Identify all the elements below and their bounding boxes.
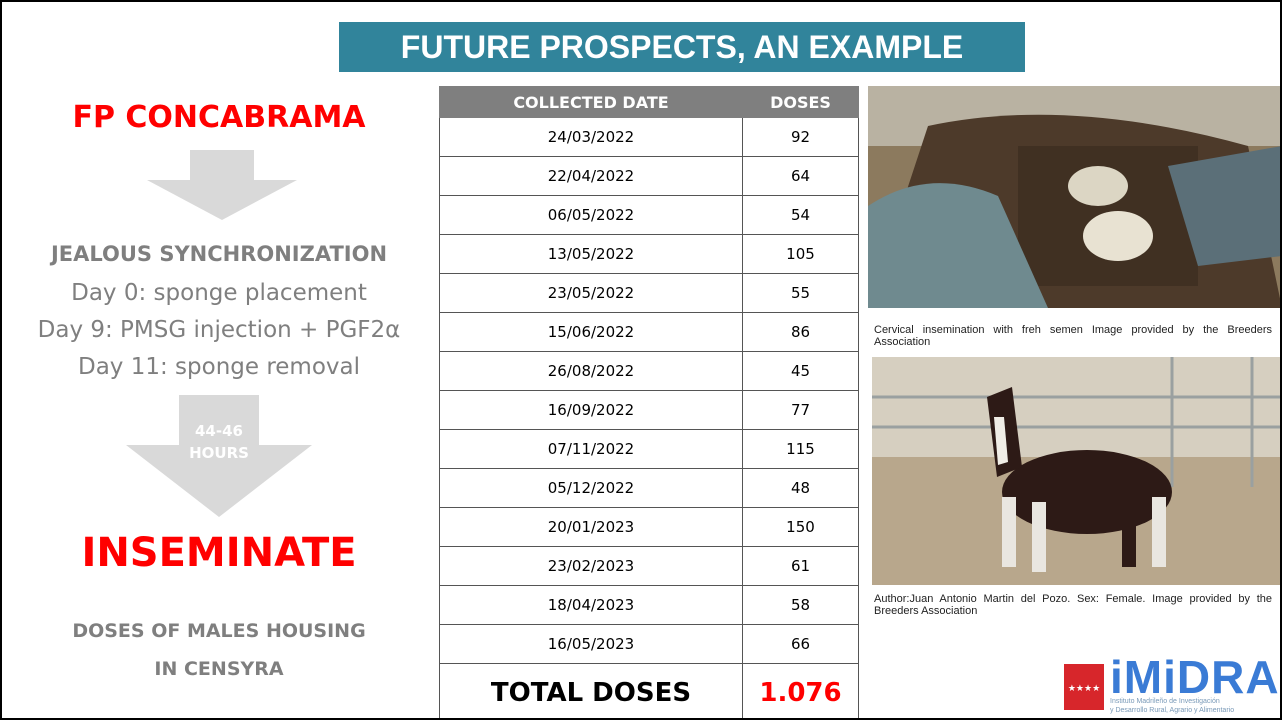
logo-subtitle: y Desarrollo Rural, Agrario y Alimentari… (1110, 707, 1234, 714)
doses-cell: 61 (743, 547, 859, 586)
heading: FP CONCABRAMA (2, 100, 436, 135)
slide: FUTURE PROSPECTS, AN EXAMPLE FP CONCABRA… (0, 0, 1282, 720)
doses-cell: 64 (743, 157, 859, 196)
column-header: DOSES (743, 87, 859, 118)
total-value: 1.076 (743, 664, 859, 720)
doses-cell: 45 (743, 352, 859, 391)
date-cell: 05/12/2022 (440, 469, 743, 508)
date-cell: 07/11/2022 (440, 430, 743, 469)
logo-flag: ★★★★ (1064, 664, 1104, 710)
action: INSEMINATE (2, 530, 436, 576)
interval-unit: HOURS (2, 444, 436, 462)
photo-insemination (868, 86, 1282, 308)
column-header: COLLECTED DATE (440, 87, 743, 118)
note: DOSES OF MALES HOUSING (2, 620, 436, 642)
date-cell: 06/05/2022 (440, 196, 743, 235)
doses-cell: 92 (743, 118, 859, 157)
protocol-step: Day 0: sponge placement (2, 280, 436, 306)
date-cell: 22/04/2022 (440, 157, 743, 196)
date-cell: 16/09/2022 (440, 391, 743, 430)
date-cell: 18/04/2023 (440, 586, 743, 625)
arrow (142, 150, 302, 222)
doses-cell: 48 (743, 469, 859, 508)
svg-text:★★★★: ★★★★ (1068, 683, 1100, 693)
logo-subtitle: Instituto Madrileño de Investigación (1110, 698, 1220, 705)
doses-cell: 58 (743, 586, 859, 625)
doses-cell: 150 (743, 508, 859, 547)
doses-cell: 105 (743, 235, 859, 274)
doses-cell: 77 (743, 391, 859, 430)
doses-cell: 86 (743, 313, 859, 352)
protocol-step: Day 9: PMSG injection + PGF2α (2, 317, 436, 343)
date-cell: 23/05/2022 (440, 274, 743, 313)
date-cell: 24/03/2022 (440, 118, 743, 157)
date-cell: 23/02/2023 (440, 547, 743, 586)
photo-caption: Cervical insemination with freh semen Im… (874, 324, 1272, 348)
date-cell: 15/06/2022 (440, 313, 743, 352)
header-row: COLLECTED DATE DOSES (440, 87, 859, 118)
total-label: TOTAL DOSES (440, 664, 743, 720)
date-cell: 13/05/2022 (440, 235, 743, 274)
logo: ★★★★ iMiDRA Instituto Madrileño de Inves… (1064, 654, 1264, 718)
date-cell: 20/01/2023 (440, 508, 743, 547)
logo-name: iMiDRA (1110, 650, 1280, 704)
date-cell: 16/05/2023 (440, 625, 743, 664)
doses-cell: 115 (743, 430, 859, 469)
photo-goat (872, 357, 1282, 585)
date-cell: 26/08/2022 (440, 352, 743, 391)
doses-cell: 66 (743, 625, 859, 664)
photo-caption: Author:Juan Antonio Martin del Pozo. Sex… (874, 593, 1272, 617)
note: IN CENSYRA (2, 658, 436, 680)
protocol-title: JEALOUS SYNCHRONIZATION (2, 242, 436, 266)
protocol-step: Day 11: sponge removal (2, 354, 436, 380)
interval-value: 44-46 (2, 422, 436, 440)
doses-cell: 54 (743, 196, 859, 235)
doses-cell: 55 (743, 274, 859, 313)
slide-title: FUTURE PROSPECTS, AN EXAMPLE (339, 22, 1025, 72)
